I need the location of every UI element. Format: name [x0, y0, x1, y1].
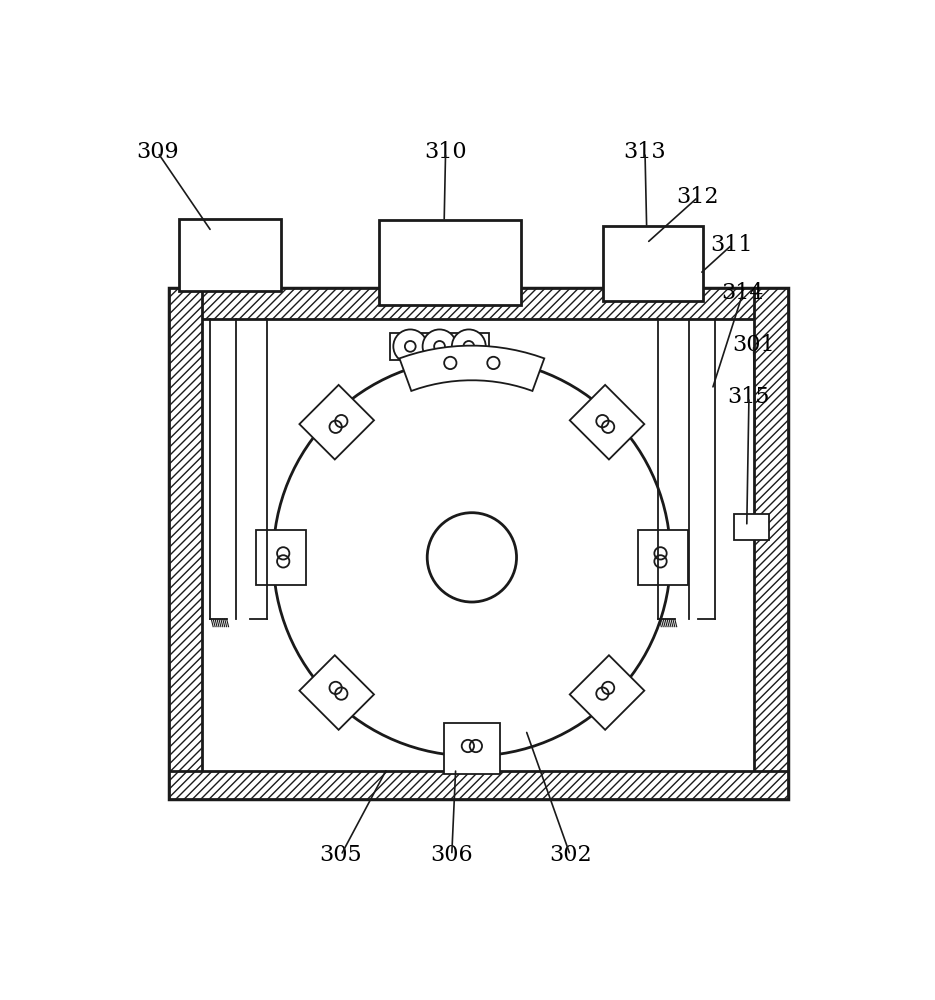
Bar — [734, 514, 770, 540]
Circle shape — [423, 329, 456, 363]
Polygon shape — [569, 385, 644, 459]
Text: 302: 302 — [549, 844, 592, 866]
Text: 312: 312 — [677, 186, 719, 208]
Bar — [390, 333, 489, 360]
Text: 301: 301 — [732, 334, 775, 356]
Text: 314: 314 — [722, 282, 764, 304]
Text: 313: 313 — [624, 141, 666, 163]
Polygon shape — [638, 530, 688, 585]
Polygon shape — [569, 655, 644, 730]
Bar — [380, 220, 521, 305]
Polygon shape — [299, 385, 374, 459]
Circle shape — [273, 359, 670, 756]
Text: 309: 309 — [137, 141, 179, 163]
Polygon shape — [299, 655, 374, 730]
Polygon shape — [255, 530, 306, 585]
Bar — [603, 226, 703, 301]
Text: 306: 306 — [430, 844, 473, 866]
Circle shape — [452, 329, 486, 363]
Bar — [169, 288, 787, 799]
Text: 310: 310 — [424, 141, 467, 163]
Polygon shape — [444, 723, 499, 774]
Text: 315: 315 — [727, 386, 770, 408]
Polygon shape — [399, 346, 544, 391]
Text: 311: 311 — [711, 234, 753, 256]
Text: 305: 305 — [320, 844, 362, 866]
Bar — [169, 771, 787, 799]
Bar — [169, 288, 202, 799]
Bar — [180, 219, 280, 291]
Bar — [755, 288, 787, 799]
Bar — [169, 288, 787, 319]
Circle shape — [394, 329, 427, 363]
